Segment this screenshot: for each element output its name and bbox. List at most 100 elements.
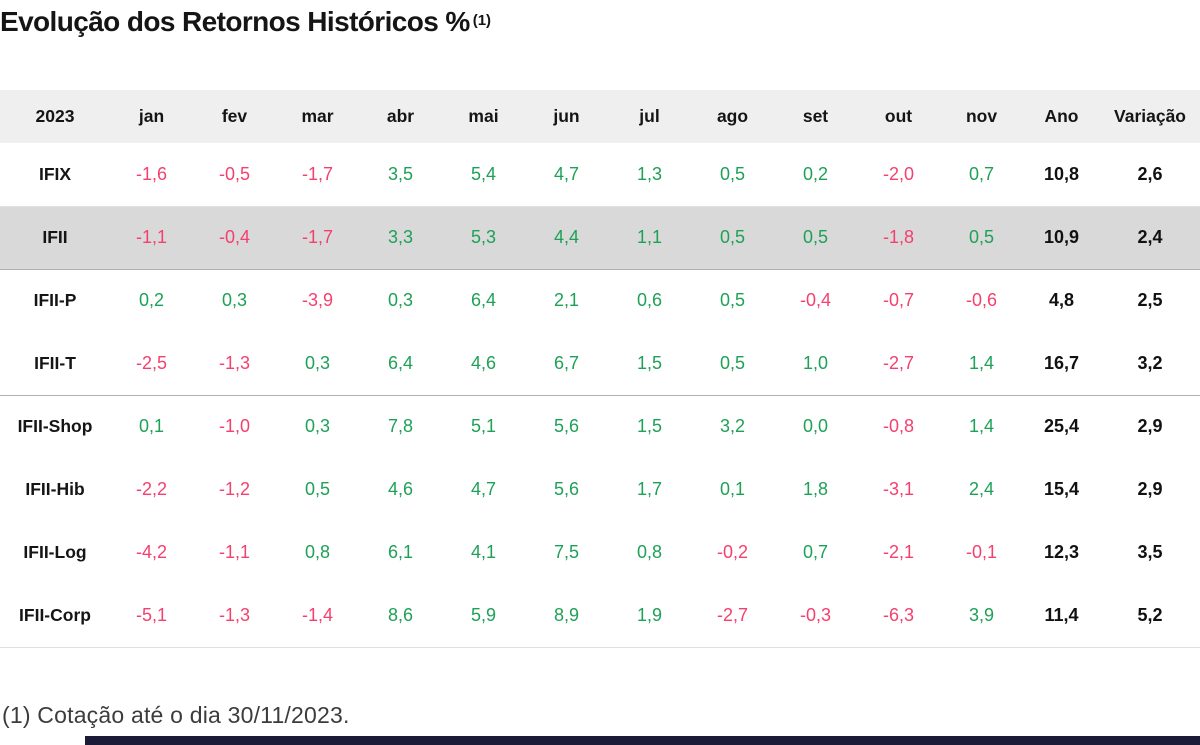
monthly-return-cell: -2,7 xyxy=(691,584,774,648)
monthly-return-cell: 0,5 xyxy=(940,206,1023,270)
monthly-return-cell: 3,5 xyxy=(359,143,442,207)
column-header-2023: 2023 xyxy=(0,90,110,143)
monthly-return-cell: 0,5 xyxy=(304,479,331,499)
monthly-return-cell: -1,6 xyxy=(110,143,193,207)
column-header-out: out xyxy=(857,90,940,143)
monthly-return-cell: -1,7 xyxy=(276,143,359,207)
monthly-return-cell: 0,5 xyxy=(719,290,746,311)
monthly-return-cell: 0,0 xyxy=(802,416,829,437)
year-total-cell: 16,7 xyxy=(1023,332,1100,396)
page-title-text: Evolução dos Retornos Históricos % xyxy=(0,6,470,37)
footnote: (1) Cotação até o dia 30/11/2023. xyxy=(2,701,350,728)
column-header-varia-o: Variação xyxy=(1100,90,1200,143)
monthly-return-cell: 4,1 xyxy=(470,542,497,562)
monthly-return-cell: 3,2 xyxy=(719,416,746,437)
table-row-ifii-log: IFII-Log -4,2 -1,1 0,8 6,1 4,1 7,5 0,8 -0,2 0,7 -2… xyxy=(0,521,1200,584)
monthly-return-cell: 5,3 xyxy=(442,206,525,270)
row-label: IFIX xyxy=(0,143,110,207)
monthly-return-cell: -2,1 xyxy=(882,542,915,562)
year-total-cell: 15,4 xyxy=(1043,479,1080,499)
column-header-jul: jul xyxy=(608,90,691,143)
year-total-cell: 25,4 xyxy=(1043,416,1080,437)
row-label: IFII-Hib xyxy=(25,479,85,499)
monthly-return-cell: 0,5 xyxy=(691,206,774,270)
monthly-return-cell: 0,8 xyxy=(304,542,331,562)
monthly-return-cell: -1,3 xyxy=(193,584,276,648)
monthly-return-cell: 0,3 xyxy=(276,332,359,396)
monthly-return-cell: 0,3 xyxy=(221,290,248,311)
historical-returns-table: 2023 jan fev mar abr mai jun jul ago set out nov Ano… xyxy=(0,90,1200,648)
monthly-return-cell: 0,7 xyxy=(940,143,1023,207)
monthly-return-cell: -0,8 xyxy=(882,416,915,437)
row-label: IFII-Shop xyxy=(17,416,93,437)
row-label: IFII-P xyxy=(33,290,77,311)
column-header-fev: fev xyxy=(193,90,276,143)
variation-cell: 5,2 xyxy=(1100,584,1200,648)
table-row-ifii-shop: IFII-Shop 0,1 -1,0 0,3 7,8 5,1 5,6 1,5 3,2 0,0 -0,… xyxy=(0,395,1200,458)
row-label: IFII xyxy=(0,206,110,270)
monthly-return-cell: 6,4 xyxy=(359,332,442,396)
monthly-return-cell: -5,1 xyxy=(110,584,193,648)
monthly-return-cell: -1,8 xyxy=(857,206,940,270)
monthly-return-cell: 4,4 xyxy=(525,206,608,270)
monthly-return-cell: 4,6 xyxy=(442,332,525,396)
monthly-return-cell: -0,1 xyxy=(965,542,998,562)
monthly-return-cell: -0,7 xyxy=(882,290,915,311)
monthly-return-cell: 0,5 xyxy=(691,332,774,396)
monthly-return-cell: -0,4 xyxy=(193,206,276,270)
monthly-return-cell: 0,2 xyxy=(138,290,165,311)
year-total-cell: 11,4 xyxy=(1023,584,1100,648)
monthly-return-cell: -3,9 xyxy=(301,290,334,311)
monthly-return-cell: 0,2 xyxy=(774,143,857,207)
monthly-return-cell: 2,1 xyxy=(553,290,580,311)
monthly-return-cell: 1,5 xyxy=(608,332,691,396)
table-header-row: 2023 jan fev mar abr mai jun jul ago set out nov Ano… xyxy=(0,90,1200,143)
year-total-cell: 10,8 xyxy=(1023,143,1100,207)
monthly-return-cell: -0,4 xyxy=(799,290,832,311)
monthly-return-cell: 4,7 xyxy=(470,479,497,499)
table-row-ifii-t: IFII-T -2,5 -1,3 0,3 6,4 4,6 6,7 1,5 0,5 1,0 -2,7 1… xyxy=(0,332,1200,396)
monthly-return-cell: -2,5 xyxy=(110,332,193,396)
monthly-return-cell: 5,1 xyxy=(470,416,497,437)
variation-cell: 2,6 xyxy=(1100,143,1200,207)
monthly-return-cell: 0,3 xyxy=(387,290,414,311)
column-header-ago: ago xyxy=(691,90,774,143)
variation-cell: 3,2 xyxy=(1100,332,1200,396)
column-header-mar: mar xyxy=(276,90,359,143)
title-footnote-marker: (1) xyxy=(472,11,492,29)
column-header-mai: mai xyxy=(442,90,525,143)
row-label: IFII-T xyxy=(0,332,110,396)
monthly-return-cell: -2,2 xyxy=(135,479,168,499)
monthly-return-cell: 8,9 xyxy=(525,584,608,648)
monthly-return-cell: -1,1 xyxy=(218,542,251,562)
monthly-return-cell: 1,7 xyxy=(636,479,663,499)
monthly-return-cell: 1,9 xyxy=(608,584,691,648)
column-header-set: set xyxy=(774,90,857,143)
monthly-return-cell: 3,9 xyxy=(940,584,1023,648)
monthly-return-cell: 1,4 xyxy=(940,332,1023,396)
variation-cell: 2,4 xyxy=(1100,206,1200,270)
bottom-accent-bar xyxy=(85,736,1200,745)
row-label: IFII-Corp xyxy=(0,584,110,648)
monthly-return-cell: 4,6 xyxy=(387,479,414,499)
monthly-return-cell: 2,4 xyxy=(968,479,995,499)
monthly-return-cell: -0,2 xyxy=(716,542,749,562)
monthly-return-cell: 1,1 xyxy=(608,206,691,270)
monthly-return-cell: 0,8 xyxy=(636,542,663,562)
monthly-return-cell: 1,8 xyxy=(802,479,829,499)
table-row-ifix: IFIX -1,6 -0,5 -1,7 3,5 5,4 4,7 1,3 0,5 0,2 -2,0 0,… xyxy=(0,143,1200,207)
monthly-return-cell: 5,6 xyxy=(553,416,580,437)
column-header-ano: Ano xyxy=(1023,90,1100,143)
monthly-return-cell: 7,8 xyxy=(387,416,414,437)
column-header-abr: abr xyxy=(359,90,442,143)
year-total-cell: 4,8 xyxy=(1048,290,1075,311)
monthly-return-cell: 6,1 xyxy=(387,542,414,562)
monthly-return-cell: 0,5 xyxy=(774,206,857,270)
monthly-return-cell: -1,7 xyxy=(276,206,359,270)
monthly-return-cell: -1,4 xyxy=(276,584,359,648)
monthly-return-cell: 0,3 xyxy=(304,416,331,437)
monthly-return-cell: -2,0 xyxy=(857,143,940,207)
column-header-jan: jan xyxy=(110,90,193,143)
monthly-return-cell: -1,2 xyxy=(218,479,251,499)
